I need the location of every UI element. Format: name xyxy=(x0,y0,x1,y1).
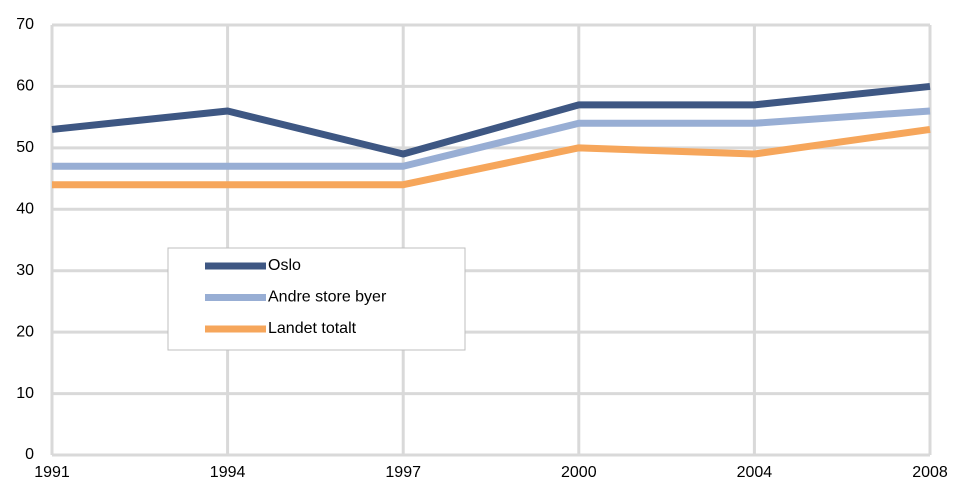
x-tick-label: 1997 xyxy=(385,464,421,481)
series-line xyxy=(52,107,931,170)
x-tick-label: 2000 xyxy=(561,464,597,481)
y-tick-label: 40 xyxy=(16,201,34,218)
y-tick-label: 70 xyxy=(16,16,34,33)
series-line xyxy=(52,125,931,189)
series-line xyxy=(51,82,931,158)
y-tick-label: 10 xyxy=(16,385,34,402)
legend-label: Oslo xyxy=(268,257,301,274)
y-tick-label: 0 xyxy=(25,446,34,463)
x-tick-label: 1991 xyxy=(34,464,70,481)
y-tick-label: 50 xyxy=(16,139,34,156)
x-tick-label: 2004 xyxy=(737,464,773,481)
legend-label: Landet totalt xyxy=(268,320,357,337)
x-tick-label: 2008 xyxy=(912,464,948,481)
y-tick-label: 60 xyxy=(16,78,34,95)
legend-label: Andre store byer xyxy=(268,289,387,306)
y-tick-label: 20 xyxy=(16,323,34,340)
y-tick-label: 30 xyxy=(16,262,34,279)
x-tick-label: 1994 xyxy=(210,464,246,481)
legend: Oslo Andre store byer Landet totalt xyxy=(167,247,466,351)
